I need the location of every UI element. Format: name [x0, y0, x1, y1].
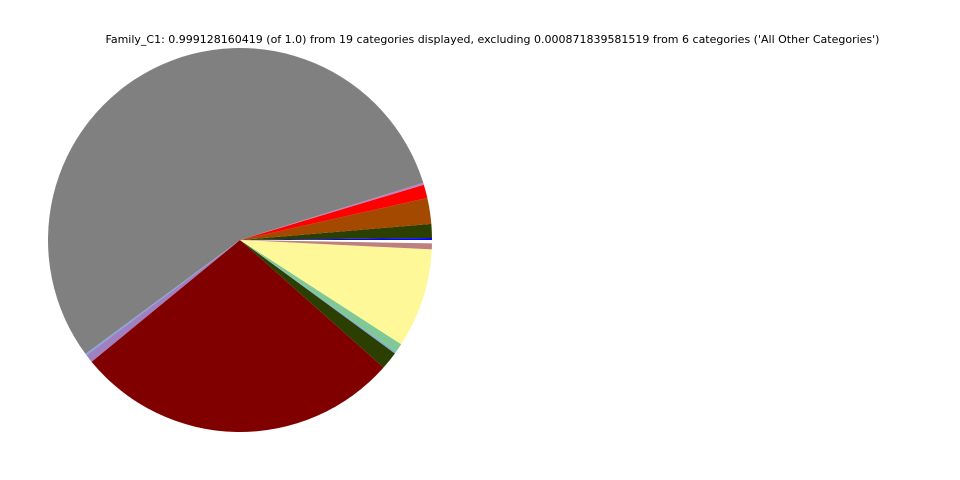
pie-slice-3 — [240, 184, 428, 240]
pie-slice-0 — [240, 237, 432, 240]
pie-slice-5 — [48, 48, 424, 354]
pie-slice-13 — [240, 240, 432, 250]
chart-title: Family_C1: 0.999128160419 (of 1.0) from … — [105, 33, 880, 46]
pie-slice-6 — [85, 240, 240, 356]
pie-slice-4 — [240, 182, 424, 240]
pie-slice-2 — [240, 197, 432, 240]
pie-slice-8 — [91, 240, 384, 433]
pie-slice-11 — [240, 240, 402, 353]
pie-slice-9 — [240, 240, 395, 368]
pie-slice-12 — [240, 240, 432, 345]
pie-slice-1 — [240, 223, 432, 240]
pie-slice-7 — [86, 240, 241, 362]
pie-slice-10 — [240, 240, 396, 354]
